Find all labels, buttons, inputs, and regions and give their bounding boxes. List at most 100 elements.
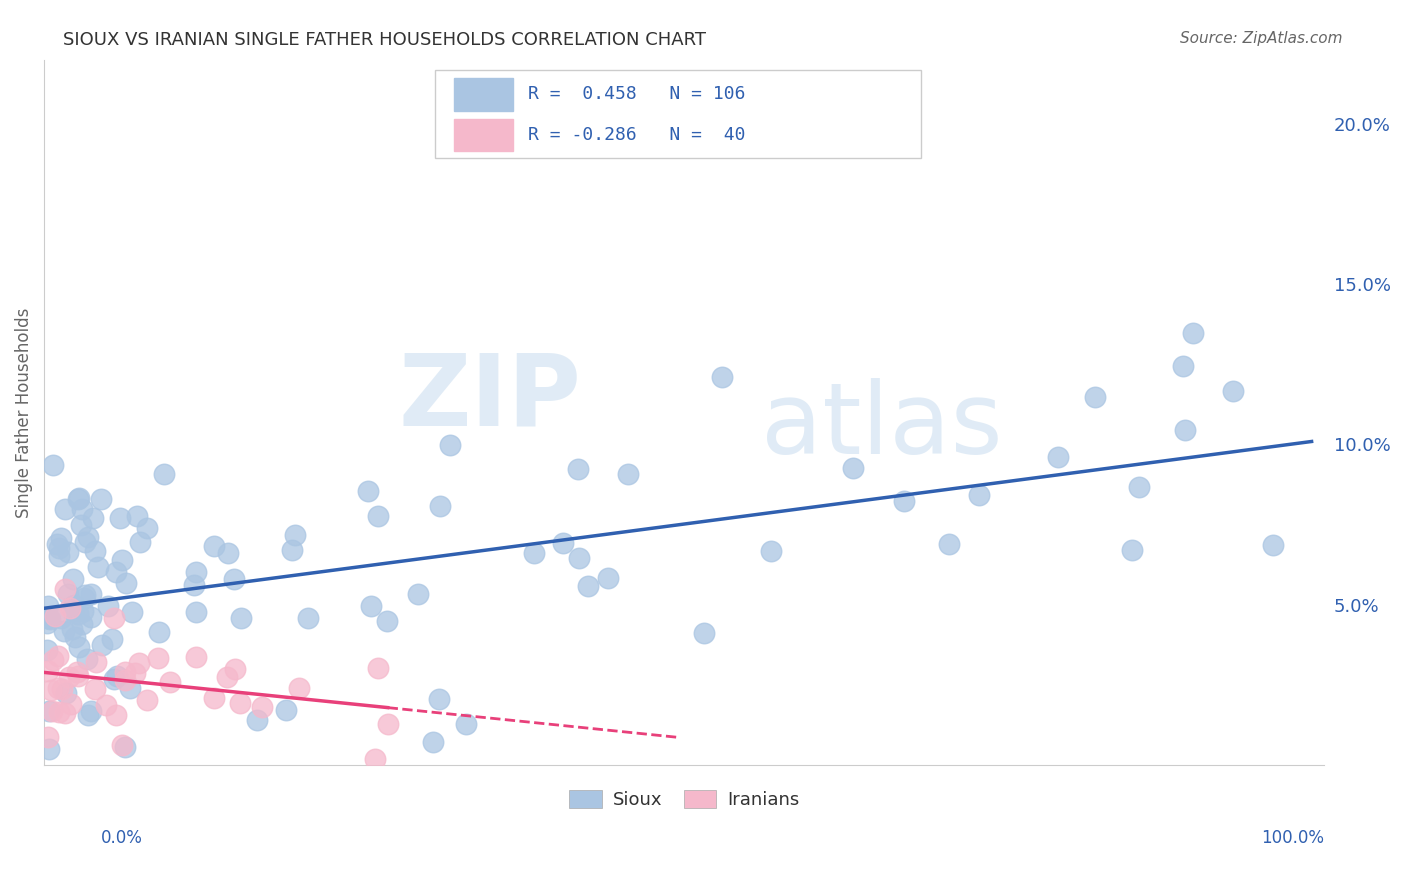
Point bbox=[114, 665, 136, 679]
Point bbox=[429, 500, 451, 514]
FancyBboxPatch shape bbox=[454, 78, 513, 111]
Point bbox=[617, 467, 640, 481]
Point bbox=[73, 588, 96, 602]
Point bbox=[377, 716, 399, 731]
Point bbox=[39, 612, 62, 626]
Point bbox=[375, 615, 398, 629]
Point bbox=[60, 622, 83, 636]
Point bbox=[111, 553, 134, 567]
Point bbox=[42, 458, 65, 472]
Point bbox=[114, 673, 136, 688]
Point bbox=[72, 501, 94, 516]
Point bbox=[1181, 326, 1204, 340]
Point bbox=[759, 544, 782, 558]
Point bbox=[105, 565, 128, 579]
Text: 100.0%: 100.0% bbox=[1261, 829, 1324, 847]
Legend: Sioux, Iranians: Sioux, Iranians bbox=[562, 782, 807, 816]
Point bbox=[427, 691, 450, 706]
Point bbox=[87, 559, 110, 574]
Point bbox=[37, 664, 59, 678]
Point bbox=[148, 625, 170, 640]
Point bbox=[49, 531, 72, 545]
Point bbox=[114, 739, 136, 754]
Point bbox=[67, 607, 90, 621]
Point bbox=[567, 461, 589, 475]
Point bbox=[46, 681, 69, 695]
Point bbox=[94, 698, 117, 712]
Point bbox=[97, 599, 120, 613]
Point bbox=[1128, 480, 1150, 494]
Point bbox=[77, 707, 100, 722]
Point bbox=[297, 611, 319, 625]
Point bbox=[135, 693, 157, 707]
Point bbox=[62, 572, 84, 586]
Point bbox=[75, 535, 97, 549]
Point bbox=[59, 697, 82, 711]
Point bbox=[454, 716, 477, 731]
Point bbox=[124, 665, 146, 680]
Point bbox=[103, 673, 125, 687]
Point bbox=[63, 630, 86, 644]
Point bbox=[59, 601, 82, 615]
Point bbox=[224, 662, 246, 676]
Point bbox=[56, 587, 79, 601]
Point bbox=[80, 609, 103, 624]
Point bbox=[224, 572, 246, 586]
Point bbox=[215, 670, 238, 684]
Point bbox=[356, 484, 378, 499]
Point bbox=[101, 632, 124, 646]
Point bbox=[183, 578, 205, 592]
Point bbox=[38, 705, 60, 719]
Point bbox=[284, 528, 307, 542]
Point bbox=[125, 508, 148, 523]
Point bbox=[48, 705, 70, 719]
Point bbox=[69, 518, 91, 533]
Point bbox=[184, 566, 207, 580]
Point bbox=[37, 730, 59, 744]
Point bbox=[129, 535, 152, 549]
Point bbox=[70, 617, 93, 632]
Point bbox=[186, 605, 208, 619]
Text: SIOUX VS IRANIAN SINGLE FATHER HOUSEHOLDS CORRELATION CHART: SIOUX VS IRANIAN SINGLE FATHER HOUSEHOLD… bbox=[63, 31, 706, 49]
Point bbox=[1046, 450, 1069, 464]
Point bbox=[53, 501, 76, 516]
Point bbox=[51, 682, 73, 697]
Point bbox=[53, 706, 76, 720]
Point bbox=[91, 638, 114, 652]
Point bbox=[114, 576, 136, 591]
Point bbox=[41, 704, 63, 718]
Point bbox=[281, 543, 304, 558]
Point bbox=[56, 545, 79, 559]
Point bbox=[55, 686, 77, 700]
Point bbox=[128, 656, 150, 670]
Point bbox=[62, 598, 84, 612]
Point bbox=[186, 650, 208, 665]
Point bbox=[422, 735, 444, 749]
Point bbox=[62, 604, 84, 618]
Text: R = -0.286   N =  40: R = -0.286 N = 40 bbox=[529, 126, 745, 144]
Point bbox=[67, 640, 90, 655]
Point bbox=[104, 707, 127, 722]
Point bbox=[159, 674, 181, 689]
Point bbox=[35, 615, 58, 630]
Point bbox=[360, 599, 382, 613]
Point bbox=[121, 605, 143, 619]
Point bbox=[80, 704, 103, 718]
Point bbox=[596, 571, 619, 585]
Point bbox=[250, 700, 273, 714]
Point bbox=[367, 660, 389, 674]
Point bbox=[37, 599, 59, 613]
Point bbox=[67, 491, 90, 505]
Point bbox=[136, 521, 159, 535]
Point bbox=[76, 651, 98, 665]
Point bbox=[80, 587, 103, 601]
Point bbox=[118, 681, 141, 695]
Point bbox=[408, 587, 430, 601]
Point bbox=[42, 653, 65, 667]
Point bbox=[146, 651, 169, 665]
Point bbox=[202, 540, 225, 554]
Point bbox=[83, 544, 105, 558]
Point bbox=[245, 713, 267, 727]
Point bbox=[1174, 423, 1197, 437]
Point bbox=[48, 541, 70, 556]
